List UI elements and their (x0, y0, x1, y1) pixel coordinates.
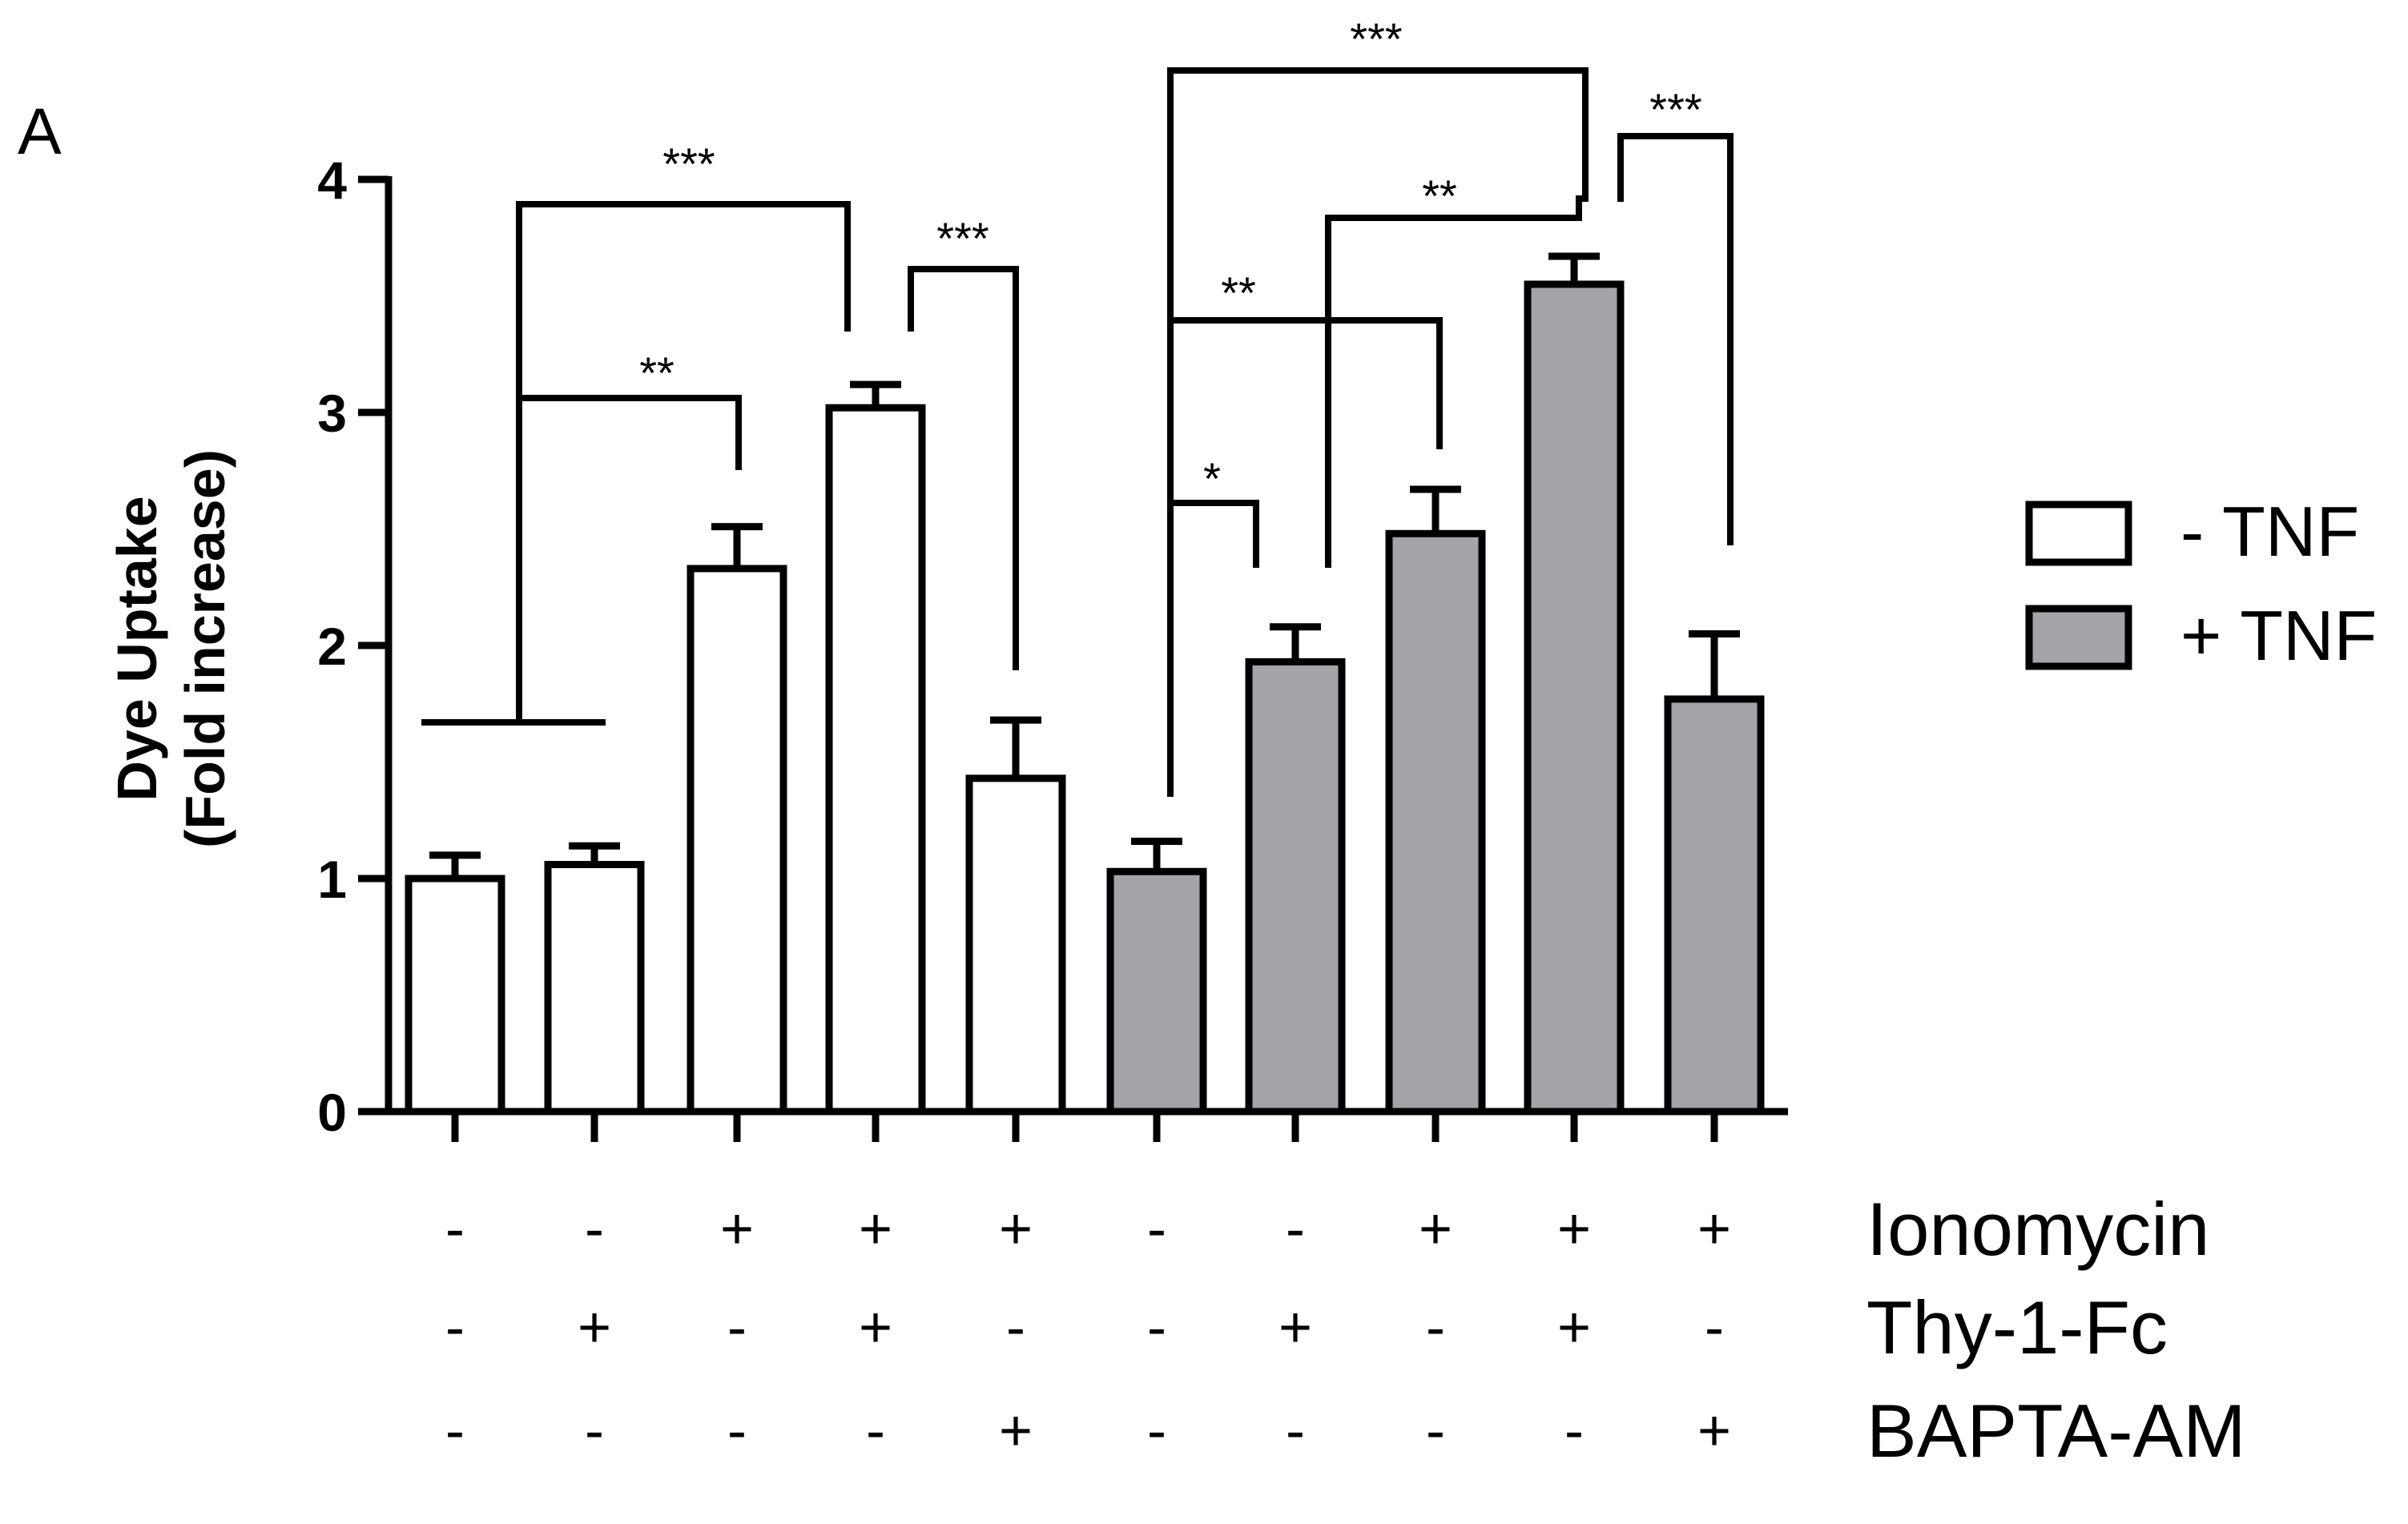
condition-sign: + (1419, 1197, 1452, 1261)
significance-label: ** (639, 348, 674, 398)
bar-10 (1664, 695, 1765, 1116)
condition-sign: - (445, 1399, 465, 1463)
significance-brackets: ******************* (421, 14, 1734, 797)
y-axis-title-line-2: (Fold increase) (174, 449, 236, 848)
y-tick-label: 3 (317, 384, 347, 443)
condition-sign: + (1697, 1197, 1731, 1261)
legend-swatch (2025, 605, 2132, 670)
condition-sign: - (1147, 1296, 1166, 1360)
condition-sign: - (1147, 1399, 1166, 1463)
condition-sign: - (1426, 1399, 1445, 1463)
condition-sign: - (585, 1197, 604, 1261)
condition-sign: - (1426, 1296, 1445, 1360)
condition-sign: - (1286, 1399, 1305, 1463)
y-tick-label: 4 (317, 151, 347, 210)
bar-5 (965, 774, 1066, 1116)
bar-2 (544, 861, 645, 1116)
condition-sign: + (1557, 1296, 1591, 1360)
condition-sign: - (445, 1197, 465, 1261)
bars (405, 252, 1765, 1116)
condition-sign: + (578, 1296, 611, 1360)
condition-sign: + (859, 1197, 892, 1261)
y-tick-label: 1 (317, 850, 347, 909)
condition-sign: - (1286, 1197, 1305, 1261)
condition-sign: - (585, 1399, 604, 1463)
legend: - TNF + TNF (2025, 492, 2377, 675)
significance-label: *** (1649, 84, 1701, 135)
condition-sign: - (727, 1399, 747, 1463)
legend-swatch (2025, 501, 2132, 566)
bar-8 (1385, 529, 1486, 1116)
condition-sign: + (720, 1197, 754, 1261)
condition-sign: + (999, 1399, 1033, 1463)
condition-table: - - + + + - - + + + Ionomycin - + - + - - + - + - Thy-1-Fc - - -… (445, 1187, 2246, 1473)
condition-sign: - (1006, 1296, 1025, 1360)
condition-sign: + (1557, 1197, 1591, 1261)
panel-label: A (18, 95, 62, 168)
bar-3 (687, 565, 787, 1116)
condition-sign: - (866, 1399, 885, 1463)
significance-label: *** (936, 213, 989, 263)
condition-sign: + (999, 1197, 1033, 1261)
legend-label: - TNF (2180, 492, 2359, 571)
significance-label: * (1203, 453, 1221, 504)
legend-label: + TNF (2180, 596, 2377, 675)
condition-sign: + (859, 1296, 892, 1360)
y-axis-title: Dye Uptake (Fold increase) (106, 449, 236, 848)
significance-label: ** (1221, 267, 1256, 318)
condition-name: Thy-1-Fc (1866, 1285, 2168, 1369)
significance-label: *** (662, 139, 715, 189)
condition-name: Ionomycin (1866, 1187, 2209, 1271)
bar-4 (825, 404, 926, 1116)
bar-7 (1245, 657, 1346, 1116)
condition-name: BAPTA-AM (1866, 1389, 2246, 1473)
condition-sign: + (1697, 1399, 1731, 1463)
condition-sign: - (1705, 1296, 1724, 1360)
significance-label: ** (1422, 171, 1457, 221)
condition-sign: - (445, 1296, 465, 1360)
significance-label: *** (1350, 14, 1402, 64)
condition-sign: - (1564, 1399, 1584, 1463)
condition-sign: - (1147, 1197, 1166, 1261)
bar-6 (1106, 867, 1207, 1116)
y-tick-label: 0 (317, 1083, 347, 1142)
condition-sign: - (727, 1296, 747, 1360)
bar-1 (405, 875, 505, 1116)
y-axis-title-line-1: Dye Uptake (106, 496, 168, 801)
y-tick-label: 2 (317, 617, 347, 676)
condition-sign: + (1278, 1296, 1312, 1360)
bar-9 (1524, 280, 1625, 1116)
